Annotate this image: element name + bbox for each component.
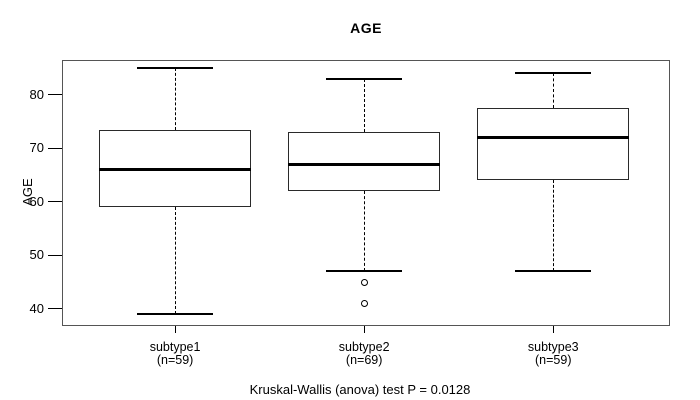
y-axis-tick bbox=[48, 94, 62, 96]
group-name: subtype1 bbox=[149, 340, 201, 354]
y-axis-tick bbox=[48, 201, 62, 203]
y-axis-tick bbox=[48, 308, 62, 310]
outlier-point bbox=[360, 278, 368, 286]
group-label: subtype2 (n=69) bbox=[294, 341, 434, 367]
median-line bbox=[288, 162, 441, 166]
group-label: subtype1 (n=59) bbox=[105, 341, 245, 367]
x-axis-tick bbox=[363, 326, 365, 333]
lower-whisker-cap bbox=[137, 313, 214, 316]
lower-whisker bbox=[174, 207, 176, 315]
group-label: subtype3 (n=59) bbox=[483, 341, 623, 367]
group-name: subtype3 bbox=[527, 340, 579, 354]
lower-whisker bbox=[552, 180, 554, 272]
y-axis-tick-label: 70 bbox=[29, 140, 44, 156]
median-line bbox=[99, 168, 252, 172]
group-name: subtype2 bbox=[338, 340, 390, 354]
group-n: (n=59) bbox=[156, 353, 194, 367]
group-n: (n=59) bbox=[535, 353, 572, 367]
upper-whisker-cap bbox=[515, 72, 592, 75]
y-axis-tick-label: 60 bbox=[29, 193, 44, 209]
y-axis-tick-label: 80 bbox=[29, 86, 44, 102]
iqr-box bbox=[477, 108, 630, 181]
lower-whisker bbox=[363, 191, 365, 272]
x-axis-tick bbox=[174, 326, 176, 333]
x-axis-tick bbox=[552, 326, 554, 333]
y-axis-tick-label: 40 bbox=[29, 300, 44, 316]
y-axis-tick-label: 50 bbox=[29, 247, 44, 263]
annotation-text: Kruskal-Wallis (anova) test P = 0.0128 bbox=[249, 382, 471, 397]
upper-whisker bbox=[174, 68, 176, 130]
median-line bbox=[477, 136, 630, 140]
upper-whisker-cap bbox=[326, 77, 403, 80]
lower-whisker-cap bbox=[515, 270, 592, 273]
iqr-box bbox=[288, 132, 441, 192]
y-axis-label: AGE bbox=[20, 178, 35, 206]
group-n: (n=69) bbox=[345, 353, 383, 367]
y-axis-tick bbox=[48, 147, 62, 149]
y-axis-tick bbox=[48, 254, 62, 256]
upper-whisker-cap bbox=[137, 67, 214, 70]
outlier-point bbox=[360, 300, 368, 308]
lower-whisker-cap bbox=[326, 270, 403, 273]
chart-title: AGE bbox=[350, 20, 382, 36]
upper-whisker bbox=[363, 78, 365, 133]
upper-whisker bbox=[552, 73, 554, 109]
